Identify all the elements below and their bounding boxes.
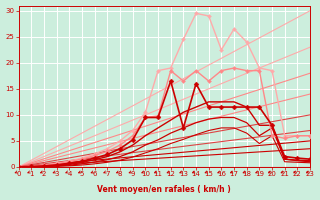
X-axis label: Vent moyen/en rafales ( km/h ): Vent moyen/en rafales ( km/h ) [98,185,231,194]
